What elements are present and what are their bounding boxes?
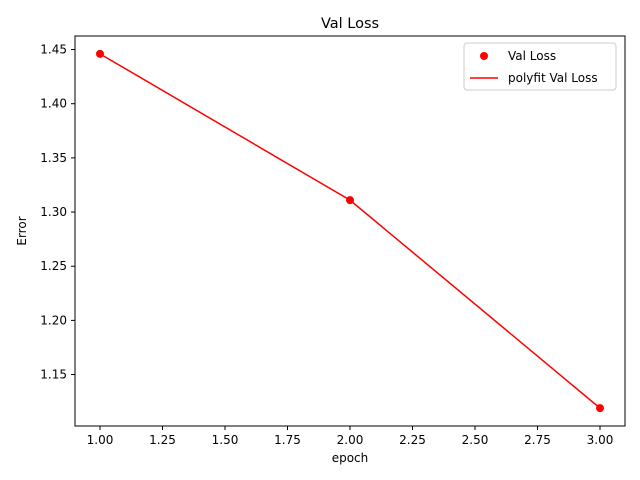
legend-label-polyfit-val-loss: polyfit Val Loss — [508, 71, 598, 85]
x-tick-label: 3.00 — [587, 433, 614, 447]
x-tick-label: 2.00 — [337, 433, 364, 447]
data-point-val-loss — [96, 49, 104, 58]
series-layer — [96, 49, 604, 413]
legend-marker-val-loss — [480, 52, 488, 60]
y-tick-label: 1.40 — [40, 97, 67, 111]
legend: Val Loss polyfit Val Loss — [463, 42, 617, 91]
plot-area — [75, 36, 625, 426]
legend-box — [463, 42, 617, 91]
y-tick-label: 1.15 — [40, 368, 67, 382]
y-tick-label: 1.45 — [40, 43, 67, 57]
y-tick-label: 1.25 — [40, 259, 67, 273]
data-point-val-loss — [346, 196, 354, 205]
y-axis-ticks: 1.15 1.20 1.25 1.30 1.35 1.40 1.45 — [40, 43, 75, 382]
axes-frame — [74, 35, 626, 427]
legend-label-val-loss: Val Loss — [508, 49, 556, 63]
y-tick-label: 1.30 — [40, 205, 67, 219]
x-axis-label: epoch — [332, 451, 369, 465]
x-tick-label: 1.50 — [212, 433, 239, 447]
x-tick-label: 2.25 — [399, 433, 426, 447]
chart-title: Val Loss — [321, 16, 379, 32]
y-tick-label: 1.35 — [40, 151, 67, 165]
data-point-val-loss — [596, 404, 604, 413]
y-tick-label: 1.20 — [40, 313, 67, 327]
x-axis-ticks: 1.00 1.25 1.50 1.75 2.00 2.25 2.50 2.75 3.00 — [87, 426, 614, 447]
y-axis-label: Error — [15, 216, 29, 245]
x-tick-label: 2.50 — [462, 433, 489, 447]
x-tick-label: 1.00 — [87, 433, 114, 447]
x-tick-label: 1.25 — [149, 433, 176, 447]
x-tick-label: 2.75 — [524, 433, 551, 447]
x-tick-label: 1.75 — [274, 433, 301, 447]
